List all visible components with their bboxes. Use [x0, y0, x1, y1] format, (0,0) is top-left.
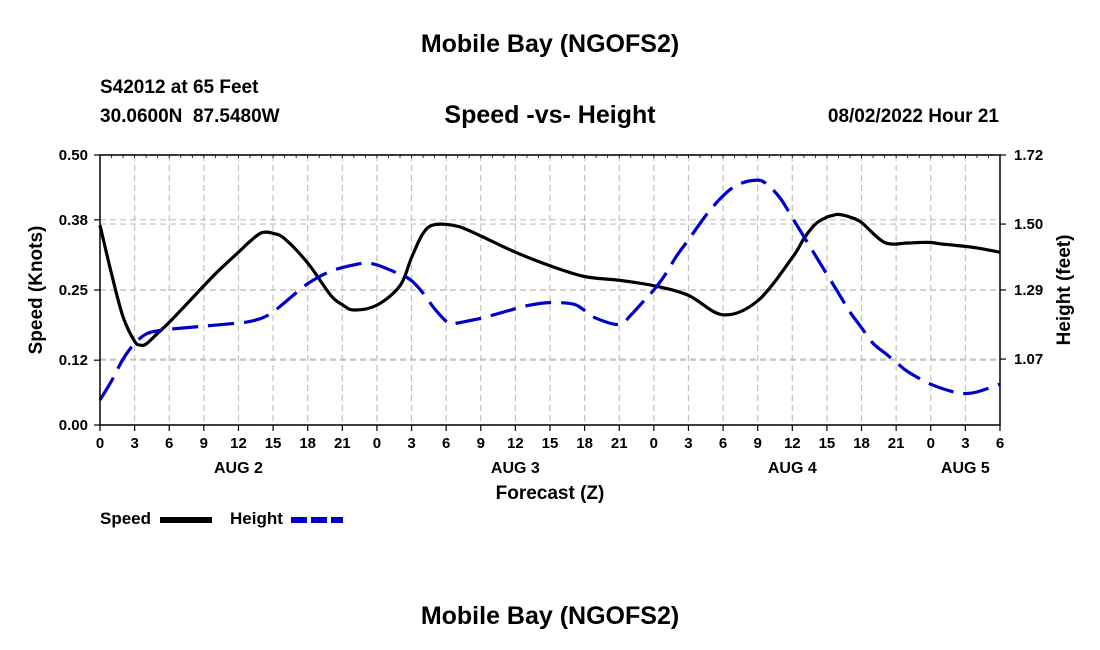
y2-axis-label: Height (feet): [1054, 234, 1075, 346]
date-label: AUG 4: [768, 460, 817, 477]
y2-tick-label: 1.50: [1014, 216, 1043, 233]
x-tick-label: 6: [165, 435, 173, 452]
legend-height-swatch: [291, 517, 343, 523]
x-tick-label: 3: [130, 435, 138, 452]
y2-tick-label: 1.72: [1014, 147, 1043, 164]
x-tick-label: 18: [299, 435, 316, 452]
series-speed-line: [98, 212, 1001, 348]
x-tick-label: 12: [507, 435, 524, 452]
x-tick-label: 3: [407, 435, 415, 452]
forecast-datetime: 08/02/2022 Hour 21: [827, 106, 999, 127]
x-tick-label: 9: [200, 435, 208, 452]
x-tick-label: 3: [684, 435, 692, 452]
x-axis-label: Forecast (Z): [495, 483, 605, 504]
x-tick-label: 6: [442, 435, 450, 452]
tick-labels: 0 3 6 9 12 15 18 21 0 3 6 9 12 15 18 21 0 3 6 9 12 15 18 21 0 3 6A…: [59, 147, 1043, 477]
y-tick-label: 0.00: [59, 417, 88, 434]
x-tick-label: 21: [334, 435, 351, 452]
x-tick-label: 9: [477, 435, 485, 452]
x-tick-label: 6: [719, 435, 727, 452]
legend-speed-swatch: [160, 517, 212, 523]
x-tick-label: 18: [576, 435, 593, 452]
coordinates-label: 30.0600N 87.5480W: [100, 106, 280, 127]
chart-subtitle: Speed -vs- Height: [444, 101, 656, 129]
x-tick-label: 12: [784, 435, 801, 452]
legend-height-label: Height: [230, 509, 283, 528]
y-tick-label: 0.12: [59, 352, 88, 369]
page-title: Mobile Bay (NGOFS2): [420, 30, 680, 58]
x-tick-label: 12: [230, 435, 247, 452]
x-tick-label: 21: [611, 435, 628, 452]
series-lines: [98, 178, 1001, 401]
x-tick-label: 15: [819, 435, 836, 452]
y-tick-label: 0.50: [59, 147, 88, 164]
station-label: S42012 at 65 Feet: [100, 77, 259, 98]
x-tick-label: 0: [373, 435, 381, 452]
x-tick-label: 21: [888, 435, 905, 452]
x-tick-label: 15: [265, 435, 282, 452]
date-label: AUG 3: [491, 460, 540, 477]
footer-title: Mobile Bay (NGOFS2): [420, 602, 680, 630]
legend-speed-label: Speed: [100, 509, 152, 528]
x-tick-label: 0: [927, 435, 935, 452]
grid-lines: [100, 154, 1000, 426]
y-axis-label: Speed (Knots): [26, 225, 47, 355]
x-tick-label: 6: [996, 435, 1004, 452]
series-height-line: [98, 178, 1001, 401]
tick-marks: [94, 154, 1006, 431]
date-label: AUG 5: [941, 460, 990, 477]
x-tick-label: 15: [542, 435, 559, 452]
y2-tick-label: 1.07: [1014, 351, 1043, 368]
y-tick-label: 0.38: [59, 212, 88, 229]
y2-tick-label: 1.29: [1014, 282, 1043, 299]
x-tick-label: 9: [754, 435, 762, 452]
date-label: AUG 2: [214, 460, 263, 477]
x-tick-label: 3: [961, 435, 969, 452]
y-tick-label: 0.25: [59, 282, 88, 299]
x-tick-label: 0: [650, 435, 658, 452]
x-tick-label: 18: [853, 435, 870, 452]
x-tick-label: 0: [96, 435, 104, 452]
